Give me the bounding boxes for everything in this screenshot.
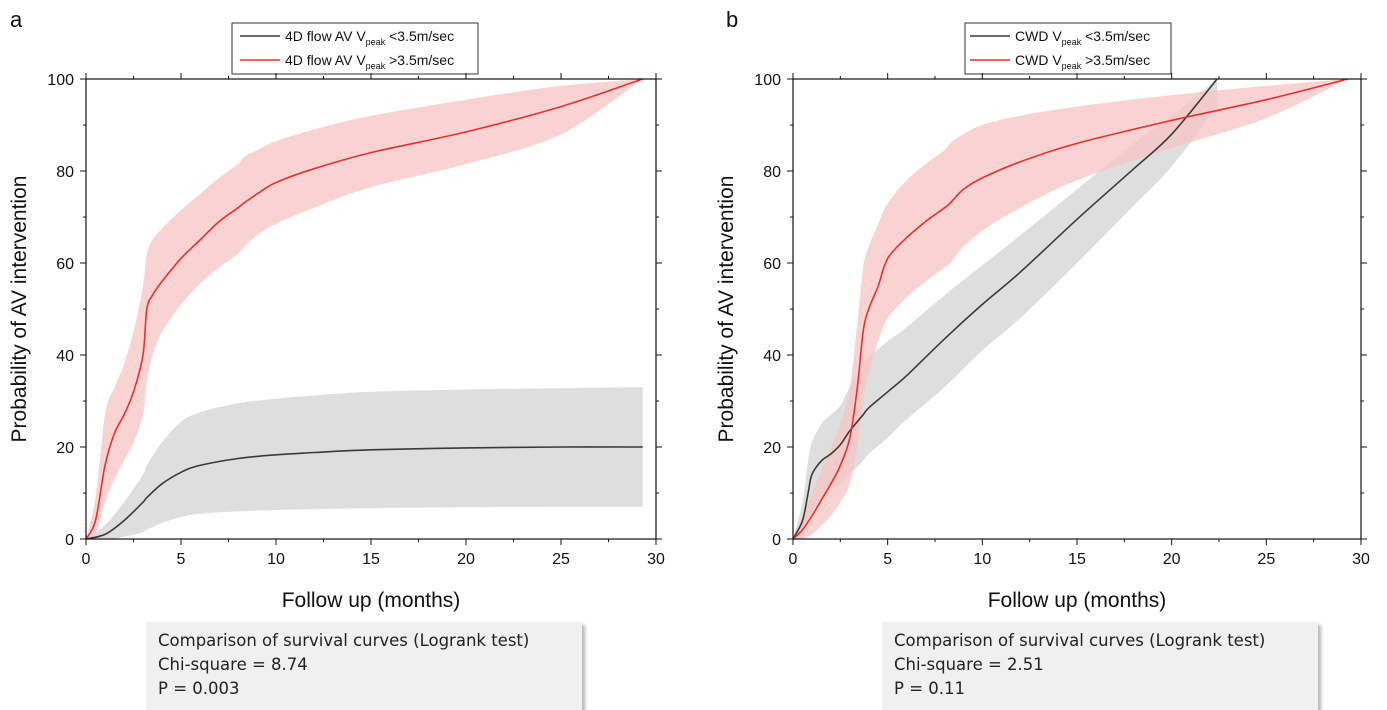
stats-chi-square: Chi-square = 8.74: [158, 655, 308, 674]
legend: 4D flow AV Vpeak <3.5m/sec 4D flow AV Vp…: [231, 22, 479, 75]
stats-title: Comparison of survival curves (Logrank t…: [158, 631, 530, 650]
series-line-0: [85, 446, 643, 540]
y-tick-label-4: 80: [56, 164, 74, 181]
y-tick-label-1: 20: [56, 440, 74, 457]
confidence-band-0: [86, 387, 643, 540]
x-tick-label-5: 25: [552, 551, 570, 568]
stats-title: Comparison of survival curves (Logrank t…: [894, 631, 1266, 650]
series-line-1: [85, 78, 643, 540]
confidence-band-1: [86, 79, 643, 539]
panel-label: b: [726, 7, 738, 32]
legend-label-1-prefix: CWD V: [1015, 52, 1062, 68]
series-line-1: [792, 78, 1348, 540]
x-tick-label-4: 20: [1163, 551, 1181, 568]
x-axis-label: Follow up (months): [988, 589, 1167, 612]
legend-label-1-suffix: >3.5m/sec: [385, 52, 454, 68]
legend-label-0-prefix: CWD V: [1015, 28, 1062, 44]
confidence-band-0: [793, 79, 1218, 539]
y-tick-label-3: 60: [763, 256, 781, 273]
x-tick-label-2: 10: [267, 551, 285, 568]
legend-label-0-sub: peak: [1062, 37, 1082, 47]
y-axis-label: Probability of AV intervention: [8, 176, 31, 443]
x-tick-label-0: 0: [82, 551, 91, 568]
x-axis: 0 5 10 15 20 25 30 Follow up (months): [82, 73, 665, 612]
x-tick-label-1: 5: [883, 551, 892, 568]
confidence-band-1: [793, 79, 1348, 540]
legend-label-0-prefix: 4D flow AV V: [285, 28, 366, 44]
legend-label-0-suffix: <3.5m/sec: [385, 28, 454, 44]
legend-label-0-suffix: <3.5m/sec: [1081, 28, 1150, 44]
x-tick-label-2: 10: [973, 551, 991, 568]
x-tick-label-6: 30: [1352, 551, 1370, 568]
y-tick-label-4: 80: [763, 164, 781, 181]
x-tick-label-1: 5: [177, 551, 186, 568]
y-axis: 0 20 40 60 80 100 Probability of AV interventi…: [715, 72, 1367, 549]
stats-p-value: P = 0.11: [894, 679, 966, 698]
y-axis-label: Probability of AV intervention: [715, 176, 738, 443]
plot-area: [85, 78, 643, 540]
x-tick-label-6: 30: [647, 551, 665, 568]
legend-label-1-suffix: >3.5m/sec: [1081, 52, 1150, 68]
y-axis: 0 20 40 60 80 100 Probability of AV interventi…: [8, 72, 662, 549]
x-axis: 0 5 10 15 20 25 30 Follow up (months): [789, 73, 1370, 612]
x-tick-label-3: 15: [362, 551, 380, 568]
legend-label-1: CWD Vpeak >3.5m/sec: [1015, 52, 1150, 71]
legend-label-1-sub: peak: [1062, 61, 1082, 71]
panel-label: a: [10, 7, 23, 32]
y-tick-label-1: 20: [763, 440, 781, 457]
legend-box: [231, 22, 479, 75]
y-tick-label-2: 40: [763, 348, 781, 365]
legend-label-1: 4D flow AV Vpeak >3.5m/sec: [285, 52, 454, 71]
y-tick-label-5: 100: [47, 72, 74, 89]
x-tick-label-0: 0: [789, 551, 798, 568]
legend-label-0-sub: peak: [366, 37, 386, 47]
legend-box: [964, 22, 1172, 75]
stats-chi-square: Chi-square = 2.51: [894, 655, 1044, 674]
y-tick-label-0: 0: [65, 532, 74, 549]
series-line-0: [792, 78, 1218, 540]
legend-label-1-sub: peak: [366, 61, 386, 71]
x-tick-label-3: 15: [1068, 551, 1086, 568]
y-tick-label-5: 100: [754, 72, 781, 89]
plot-area: [792, 78, 1348, 540]
legend: CWD Vpeak <3.5m/sec CWD Vpeak >3.5m/sec: [964, 22, 1172, 75]
chart-panel-b: b CWD Vpeak <3.5m/sec CWD Vpeak >3.5m/se…: [715, 7, 1370, 612]
legend-label-1-prefix: 4D flow AV V: [285, 52, 366, 68]
x-tick-label-4: 20: [457, 551, 475, 568]
logrank-stats-box-b: Comparison of survival curves (Logrank t…: [882, 622, 1318, 710]
x-axis-label: Follow up (months): [282, 589, 461, 612]
logrank-stats-box-a: Comparison of survival curves (Logrank t…: [146, 622, 582, 710]
stats-p-value: P = 0.003: [158, 679, 240, 698]
y-tick-label-3: 60: [56, 256, 74, 273]
y-tick-label-0: 0: [772, 532, 781, 549]
x-tick-label-5: 25: [1257, 551, 1275, 568]
legend-label-0: CWD Vpeak <3.5m/sec: [1015, 28, 1150, 47]
legend-label-0: 4D flow AV Vpeak <3.5m/sec: [285, 28, 454, 47]
chart-panel-a: a 4D flow AV Vpeak <3.5m/sec 4D flow AV …: [8, 7, 665, 612]
y-tick-label-2: 40: [56, 348, 74, 365]
